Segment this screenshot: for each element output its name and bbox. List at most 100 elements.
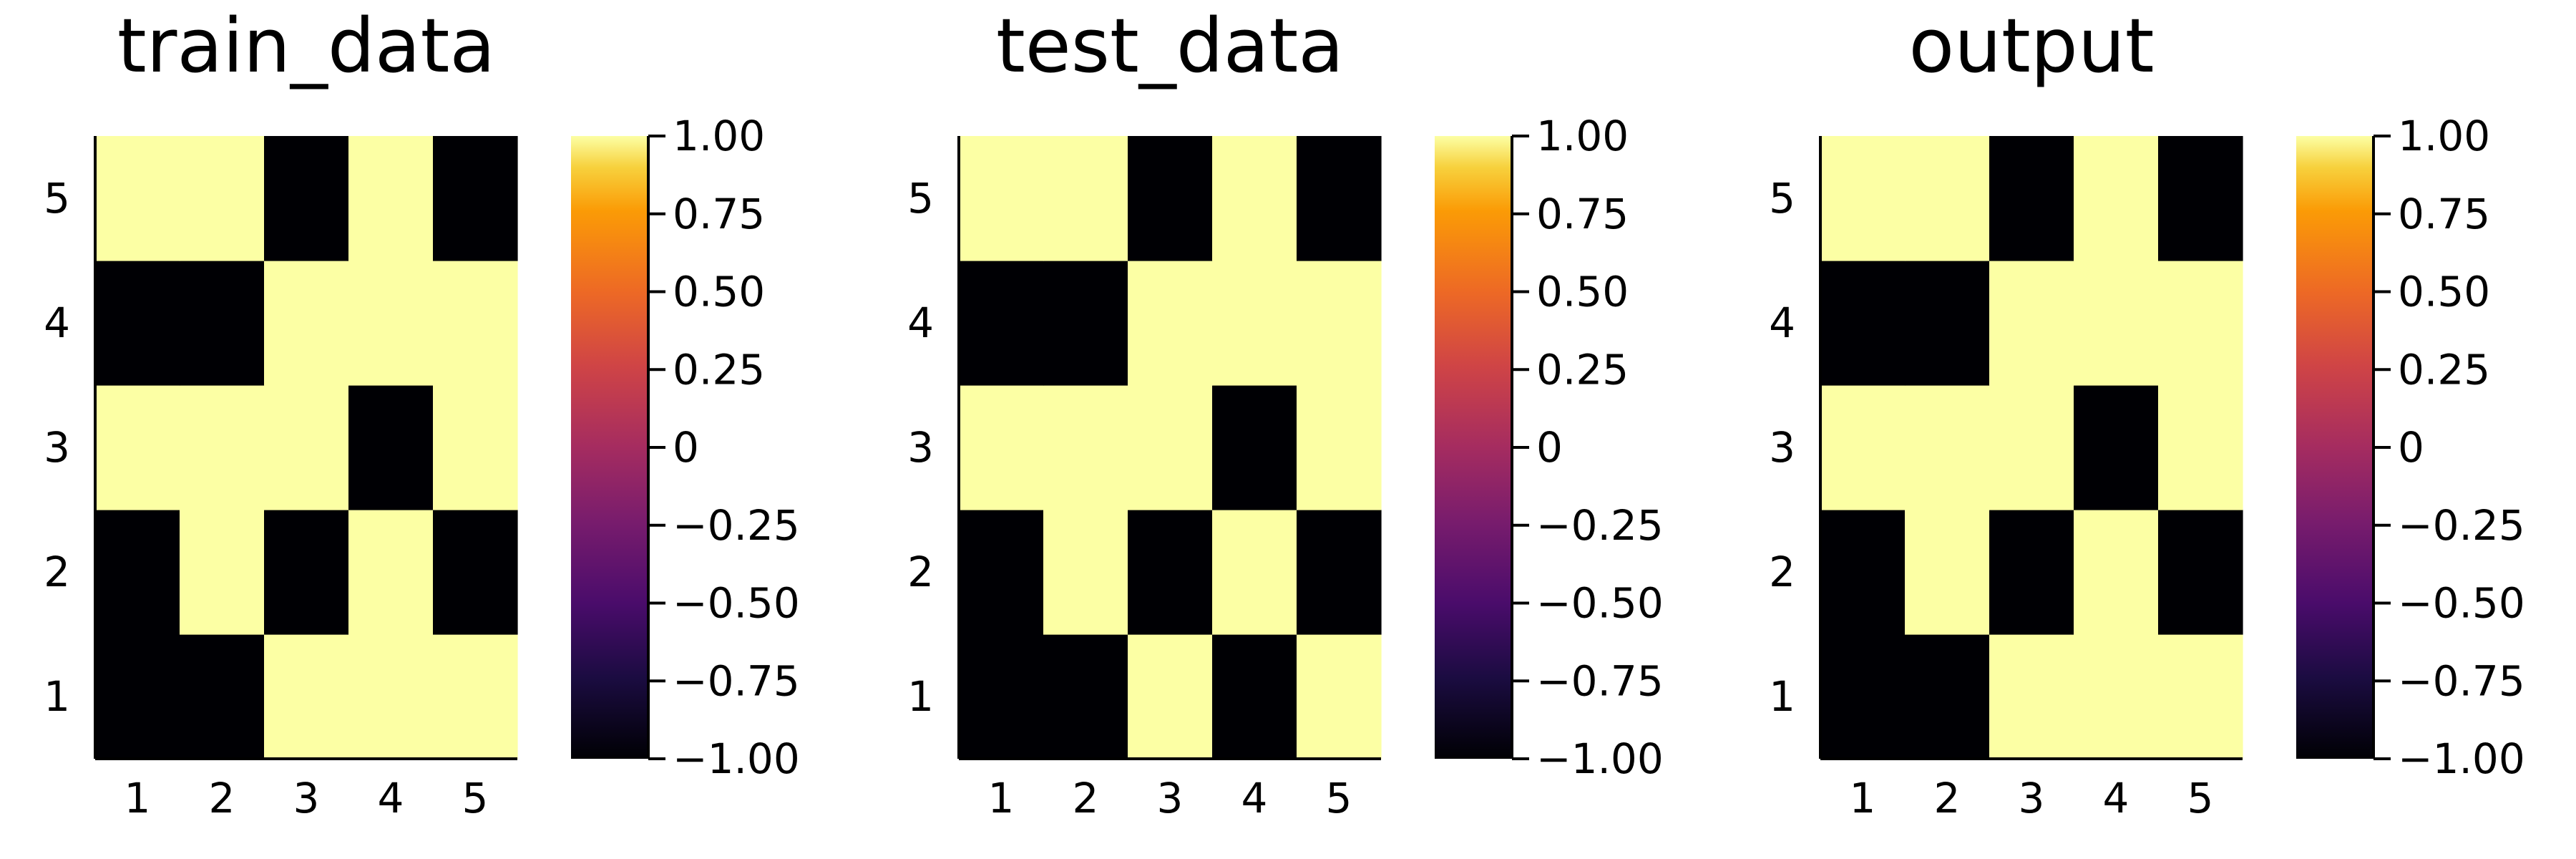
heatmap-cell bbox=[180, 634, 265, 759]
colorbar-tick-label: −0.25 bbox=[673, 501, 800, 550]
heatmap-cell bbox=[2158, 261, 2243, 386]
heatmap-cell bbox=[1820, 634, 1906, 759]
x-tick-label: 2 bbox=[209, 774, 235, 822]
heatmap-cell bbox=[180, 261, 265, 386]
y-tick-label: 4 bbox=[907, 299, 934, 347]
heatmap-cell bbox=[1043, 136, 1128, 261]
heatmap-cell bbox=[1297, 261, 1382, 386]
heatmap-cell bbox=[180, 136, 265, 261]
colorbar bbox=[571, 136, 648, 759]
y-tick-label: 3 bbox=[1769, 423, 1795, 472]
heatmap-cell bbox=[1212, 510, 1297, 635]
colorbar-tick-label: 1.00 bbox=[2398, 112, 2490, 160]
colorbar-tick-label: 0.25 bbox=[1536, 345, 1629, 394]
heatmap-cell bbox=[1043, 510, 1128, 635]
heatmap-cell bbox=[348, 261, 434, 386]
heatmap-cell bbox=[2158, 136, 2243, 261]
heatmap-cell bbox=[433, 510, 518, 635]
heatmap-cell bbox=[1043, 634, 1128, 759]
y-tick-label: 1 bbox=[907, 672, 934, 721]
heatmap-cell bbox=[1212, 634, 1297, 759]
x-tick-label: 4 bbox=[2103, 774, 2129, 822]
x-tick-label: 3 bbox=[2019, 774, 2045, 822]
colorbar-tick-label: −0.25 bbox=[2398, 501, 2525, 550]
heatmap-cell bbox=[1820, 510, 1906, 635]
colorbar-tick-label: 0.25 bbox=[673, 345, 765, 394]
x-tick-label: 4 bbox=[1241, 774, 1268, 822]
y-tick-label: 3 bbox=[44, 423, 70, 472]
heatmap-cell bbox=[1820, 261, 1906, 386]
heatmap-cell bbox=[264, 385, 349, 510]
colorbar-tick-label: 0 bbox=[673, 423, 699, 472]
heatmap-cell bbox=[2158, 510, 2243, 635]
colorbar-tick-label: 1.00 bbox=[1536, 112, 1629, 160]
heatmap-cell bbox=[1128, 136, 1213, 261]
heatmap-cell bbox=[348, 510, 434, 635]
heatmap-panel-1: train_data 1 2 3 4 5 1 2 3 4 5 −1.00 −0.75 −0.50 −0.25… bbox=[44, 2, 800, 822]
heatmap-cell bbox=[1212, 136, 1297, 261]
heatmap-cell bbox=[95, 136, 180, 261]
colorbar-tick-label: 0 bbox=[2398, 423, 2424, 472]
colorbar-tick-label: 0.25 bbox=[2398, 345, 2490, 394]
heatmap-cell bbox=[433, 136, 518, 261]
heatmap-cell bbox=[1297, 385, 1382, 510]
heatmap-cell bbox=[180, 385, 265, 510]
heatmap-cell bbox=[1989, 634, 2074, 759]
y-tick-label: 4 bbox=[44, 299, 70, 347]
colorbar-tick-label: −1.00 bbox=[673, 734, 800, 783]
heatmap-cell bbox=[264, 510, 349, 635]
colorbar-tick-label: 0.75 bbox=[673, 190, 765, 238]
colorbar-tick-label: 0.50 bbox=[1536, 268, 1629, 316]
heatmap-cell bbox=[433, 261, 518, 386]
y-tick-label: 1 bbox=[44, 672, 70, 721]
x-tick-label: 1 bbox=[1850, 774, 1876, 822]
heatmap-cell bbox=[1820, 136, 1906, 261]
heatmap-cell bbox=[1128, 261, 1213, 386]
heatmap-cell bbox=[1128, 385, 1213, 510]
heatmap-cell bbox=[264, 634, 349, 759]
heatmap-cell bbox=[1905, 510, 1990, 635]
heatmap-cell bbox=[95, 634, 180, 759]
heatmap-cell bbox=[959, 385, 1044, 510]
colorbar-tick-label: −1.00 bbox=[2398, 734, 2525, 783]
colorbar-tick-label: 0.50 bbox=[2398, 268, 2490, 316]
x-tick-label: 1 bbox=[988, 774, 1015, 822]
colorbar-tick-label: −0.75 bbox=[1536, 656, 1664, 705]
colorbar-tick-label: −1.00 bbox=[1536, 734, 1664, 783]
colorbar-tick-label: −0.50 bbox=[2398, 579, 2525, 628]
y-tick-label: 4 bbox=[1769, 299, 1795, 347]
heatmap-cell bbox=[1905, 136, 1990, 261]
heatmap-cell bbox=[1989, 136, 2074, 261]
heatmap-cell bbox=[1989, 510, 2074, 635]
y-tick-label: 1 bbox=[1769, 672, 1795, 721]
heatmap-cell bbox=[95, 510, 180, 635]
heatmap-cell bbox=[348, 634, 434, 759]
x-tick-label: 5 bbox=[462, 774, 489, 822]
heatmap-cell bbox=[1989, 385, 2074, 510]
heatmap-cell bbox=[348, 385, 434, 510]
x-tick-label: 3 bbox=[293, 774, 320, 822]
heatmap-cell bbox=[1043, 261, 1128, 386]
panel-title: train_data bbox=[117, 2, 495, 89]
heatmap-cell bbox=[264, 136, 349, 261]
colorbar-tick-label: −0.25 bbox=[1536, 501, 1664, 550]
heatmap-cell bbox=[1820, 385, 1906, 510]
panel-title: test_data bbox=[996, 2, 1344, 89]
x-tick-label: 5 bbox=[1326, 774, 1352, 822]
heatmap-cell bbox=[1905, 261, 1990, 386]
colorbar-tick-label: 0.75 bbox=[1536, 190, 1629, 238]
heatmap-cell bbox=[348, 136, 434, 261]
heatmap-cell bbox=[1905, 634, 1990, 759]
heatmap-cell bbox=[2074, 385, 2159, 510]
heatmap-cell bbox=[95, 261, 180, 386]
x-tick-label: 2 bbox=[1934, 774, 1961, 822]
heatmap-cell bbox=[1043, 385, 1128, 510]
heatmap-cell bbox=[1905, 385, 1990, 510]
y-tick-label: 5 bbox=[907, 174, 934, 223]
heatmap-cell bbox=[433, 634, 518, 759]
heatmap-cell bbox=[1297, 510, 1382, 635]
heatmap-cell bbox=[2158, 385, 2243, 510]
heatmap-cell bbox=[959, 634, 1044, 759]
colorbar bbox=[1435, 136, 1512, 759]
